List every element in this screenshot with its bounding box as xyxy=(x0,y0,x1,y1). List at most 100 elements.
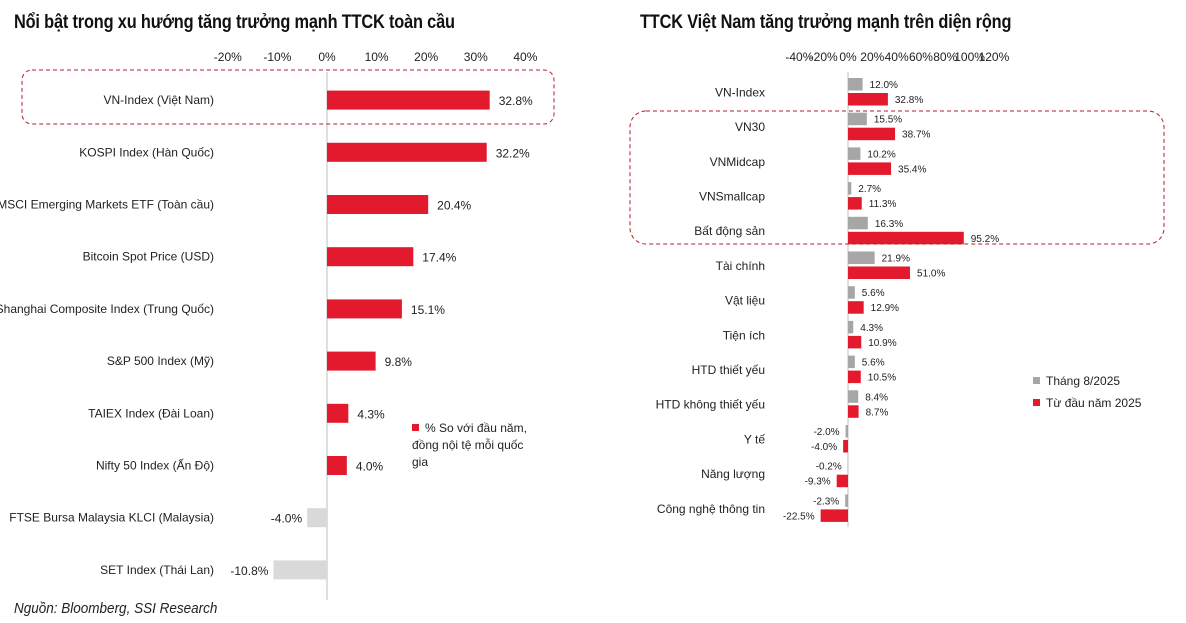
right-value-label-monthly: 10.2% xyxy=(867,149,895,160)
right-value-label-monthly: 16.3% xyxy=(875,219,903,230)
left-bar xyxy=(327,299,402,319)
right-value-label-monthly: 2.7% xyxy=(858,184,881,195)
left-bar xyxy=(307,508,327,528)
left-chart-title: Nổi bật trong xu hướng tăng trưởng mạnh … xyxy=(14,12,455,33)
right-bar-monthly xyxy=(845,494,848,507)
right-xtick-label: 20% xyxy=(860,50,884,64)
right-legend-label-ytd: Từ đầu năm 2025 xyxy=(1046,396,1142,410)
right-legend-item-ytd: Từ đầu năm 2025 xyxy=(1033,396,1141,418)
right-bar-monthly xyxy=(845,425,848,438)
right-category-label: HTD không thiết yếu xyxy=(656,398,765,412)
left-value-label: -10.8% xyxy=(230,564,268,578)
left-legend: % So với đầu năm, đồng nội tệ mỗi quốc g… xyxy=(412,420,542,471)
right-value-label-ytd: 35.4% xyxy=(898,164,926,175)
right-bar-monthly xyxy=(848,251,875,264)
right-bar-ytd xyxy=(848,405,859,418)
left-bar xyxy=(327,247,414,267)
left-value-label: 32.2% xyxy=(496,146,530,160)
left-category-label: Bitcoin Spot Price (USD) xyxy=(83,250,214,264)
right-category-label: VNMidcap xyxy=(710,155,766,169)
left-bar xyxy=(327,403,349,423)
left-bar xyxy=(273,560,327,580)
left-category-label: VN-Index (Việt Nam) xyxy=(104,93,214,107)
left-xtick-label: 30% xyxy=(464,50,488,64)
right-bar-ytd xyxy=(848,162,892,175)
right-value-label-ytd: 10.9% xyxy=(868,338,896,349)
right-bar-monthly xyxy=(848,78,863,91)
right-value-label-ytd: -9.3% xyxy=(805,477,831,488)
right-legend-item-monthly: Tháng 8/2025 xyxy=(1033,374,1141,396)
right-category-label: Công nghệ thông tin xyxy=(657,502,765,516)
right-bar-ytd xyxy=(848,301,864,314)
right-value-label-monthly: 21.9% xyxy=(882,254,910,265)
left-value-label: 4.3% xyxy=(357,407,385,421)
right-value-label-ytd: 32.8% xyxy=(895,95,923,106)
right-value-label-monthly: -2.3% xyxy=(813,496,839,507)
right-category-label: Tài chính xyxy=(716,259,765,273)
right-value-label-monthly: 8.4% xyxy=(865,392,888,403)
right-value-label-ytd: 12.9% xyxy=(871,303,899,314)
right-xtick-label: -40% xyxy=(785,50,813,64)
right-bar-ytd xyxy=(820,509,848,522)
right-bar-monthly xyxy=(848,286,855,299)
left-bar xyxy=(327,142,487,162)
right-category-label: VN-Index xyxy=(715,85,765,99)
left-xtick-label: 20% xyxy=(414,50,438,64)
left-category-label: FTSE Bursa Malaysia KLCI (Malaysia) xyxy=(9,511,214,525)
left-value-label: -4.0% xyxy=(271,512,303,526)
left-category-label: S&P 500 Index (Mỹ) xyxy=(107,354,214,368)
left-value-label: 4.0% xyxy=(356,460,384,474)
right-bar-ytd xyxy=(843,440,848,453)
left-value-label: 17.4% xyxy=(422,251,456,265)
right-xtick-label: 80% xyxy=(933,50,957,64)
right-bar-ytd xyxy=(848,93,888,106)
right-category-label: Tiện ích xyxy=(723,328,765,342)
right-xtick-label: 100% xyxy=(954,50,985,64)
right-bar-monthly xyxy=(848,216,868,230)
left-category-label: TAIEX Index (Đài Loan) xyxy=(88,406,214,420)
right-value-label-monthly: 4.3% xyxy=(860,323,883,334)
right-highlight-box xyxy=(629,110,1165,245)
left-bar xyxy=(327,456,347,475)
right-xtick-label: 60% xyxy=(909,50,933,64)
right-value-label-monthly: -0.2% xyxy=(816,462,842,473)
left-category-label: MSCI Emerging Markets ETF (Toàn cầu) xyxy=(0,198,214,212)
left-xtick-label: 0% xyxy=(318,50,336,64)
source-note: Nguồn: Bloomberg, SSI Research xyxy=(14,600,218,617)
right-value-label-monthly: 5.6% xyxy=(862,288,885,299)
right-value-label-ytd: -4.0% xyxy=(811,442,837,453)
right-category-label: Bất động sản xyxy=(694,224,765,238)
right-legend: Tháng 8/2025 Từ đầu năm 2025 xyxy=(1033,374,1141,418)
right-value-label-monthly: -2.0% xyxy=(813,427,839,438)
right-bar-ytd xyxy=(848,266,911,279)
left-legend-swatch xyxy=(412,424,419,431)
right-value-label-ytd: 51.0% xyxy=(917,269,945,280)
right-category-label: VN30 xyxy=(735,120,765,134)
left-category-label: SET Index (Thái Lan) xyxy=(100,563,214,577)
left-bar xyxy=(327,90,490,110)
right-value-label-ytd: 38.7% xyxy=(902,130,930,141)
right-value-label-ytd: 8.7% xyxy=(866,407,889,418)
left-highlight-box xyxy=(21,69,555,125)
right-bar-ytd xyxy=(848,231,964,245)
right-bar-ytd xyxy=(848,197,862,210)
right-value-label-monthly: 15.5% xyxy=(874,115,902,126)
right-value-label-ytd: 95.2% xyxy=(971,234,999,245)
right-value-label-monthly: 12.0% xyxy=(870,80,898,91)
right-bar-monthly xyxy=(848,112,867,126)
right-category-label: Năng lượng xyxy=(701,467,765,481)
right-bar-ytd xyxy=(848,370,861,384)
right-category-label: VNSmallcap xyxy=(699,189,765,203)
right-xtick-label: 120% xyxy=(979,50,1010,64)
right-value-label-ytd: -22.5% xyxy=(783,511,815,522)
left-legend-label: % So với đầu năm, đồng nội tệ mỗi quốc g… xyxy=(412,421,527,469)
right-bar-monthly xyxy=(848,320,854,334)
right-bar-monthly xyxy=(848,147,861,160)
right-legend-label-monthly: Tháng 8/2025 xyxy=(1046,374,1121,388)
right-xtick-label: 40% xyxy=(885,50,909,64)
right-value-label-ytd: 10.5% xyxy=(868,373,896,384)
right-category-label: HTD thiết yếu xyxy=(692,363,765,377)
right-bar-monthly xyxy=(848,182,852,195)
left-category-label: KOSPI Index (Hàn Quốc) xyxy=(79,145,214,159)
left-xtick-label: 10% xyxy=(365,50,389,64)
